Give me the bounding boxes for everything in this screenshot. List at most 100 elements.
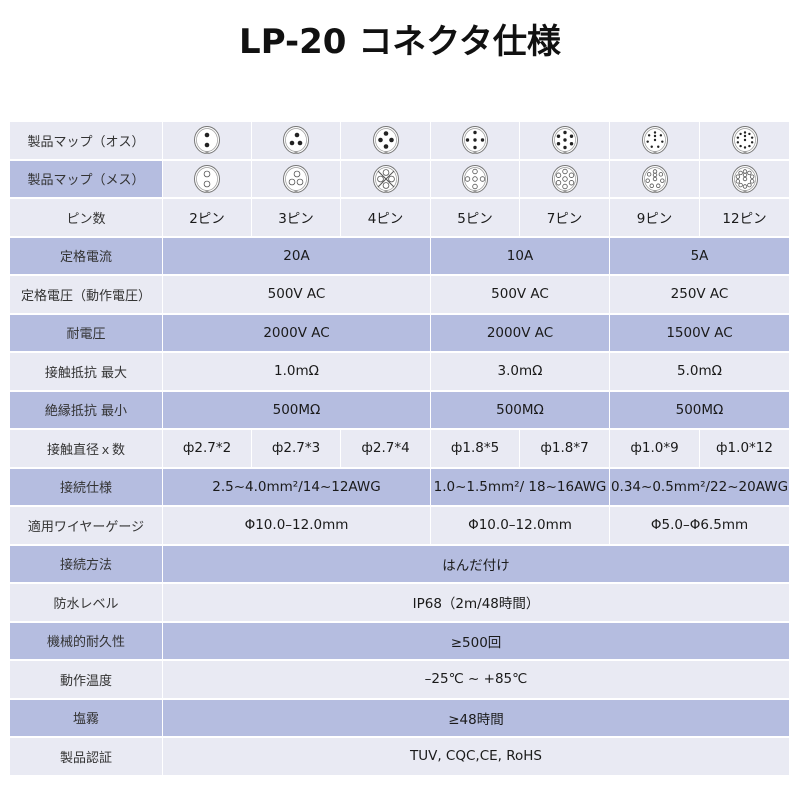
spec-value-cell: Φ5.0–Φ6.5mm <box>610 507 790 546</box>
spec-value-cell: 7ピン <box>520 199 610 238</box>
pin-dot <box>743 146 746 149</box>
pin-dot <box>473 138 477 142</box>
male-map-cell <box>341 122 431 161</box>
spec-value-cell: 5A <box>610 237 790 276</box>
spec-value-cell: 500V AC <box>163 276 431 315</box>
spec-value-cell: 2ピン <box>163 199 252 238</box>
spec-value-cell: 2000V AC <box>431 314 610 353</box>
pin-dot <box>653 131 656 134</box>
pin-dot <box>750 136 753 140</box>
spec-value-cell: ф1.0*9 <box>610 430 700 469</box>
row-label: 製品マップ（オス） <box>10 122 163 161</box>
pin-socket <box>652 176 657 181</box>
pin-dot <box>747 145 751 148</box>
spec-value-cell: 1.0~1.5mm²/ 18~16AWG <box>431 468 610 507</box>
pin-dot <box>659 134 662 137</box>
female-map-cell <box>520 160 610 199</box>
spec-value-cell: ф1.8*5 <box>431 430 520 469</box>
spec-value-cell: ф2.7*3 <box>252 430 341 469</box>
pin-socket <box>652 169 657 174</box>
female-map-cell <box>341 160 431 199</box>
spec-value-cell: 3ピン <box>252 199 341 238</box>
row-label: 接触直径ｘ数 <box>10 430 163 469</box>
row-label: 耐電圧 <box>10 314 163 353</box>
pin-socket <box>658 171 663 177</box>
pin-dot <box>569 134 573 139</box>
pin-socket <box>735 174 740 179</box>
spec-value-cell: ≥48時間 <box>163 699 790 738</box>
spec-value-cell: 500MΩ <box>163 391 431 430</box>
pin-socket <box>472 168 478 174</box>
spec-value-cell: 9ピン <box>610 199 700 238</box>
pin-socket <box>376 175 384 183</box>
pin-socket <box>382 181 389 189</box>
male-connector-4pin-icon <box>372 126 399 155</box>
spec-value-cell: Φ10.0–12.0mm <box>431 507 610 546</box>
pin-dot <box>562 146 567 150</box>
pin-socket <box>568 172 574 178</box>
pin-dot <box>465 138 470 142</box>
pin-socket <box>387 175 395 183</box>
male-map-cell <box>163 122 252 161</box>
row-label: 防水レベル <box>10 584 163 623</box>
spec-value-cell: はんだ付け <box>163 545 790 584</box>
row-label: 適用ワイヤーゲージ <box>10 507 163 546</box>
row-label: 動作温度 <box>10 661 163 700</box>
pin-dot <box>289 140 295 146</box>
male-connector-12pin-icon <box>731 126 758 155</box>
pin-dot <box>743 135 746 138</box>
pin-socket <box>288 178 296 186</box>
pin-socket <box>746 170 752 175</box>
pin-socket <box>555 172 561 178</box>
pin-socket <box>479 176 486 182</box>
spec-value-cell: 10A <box>431 237 610 276</box>
spec-value-cell: IP68（2m/48時間） <box>163 584 790 623</box>
pin-socket <box>746 182 752 188</box>
female-map-cell <box>700 160 790 199</box>
pin-dot <box>743 139 746 142</box>
spec-value-cell: 4ピン <box>341 199 431 238</box>
spec-value-cell: 500V AC <box>431 276 610 315</box>
row-label: 製品認証 <box>10 738 163 777</box>
female-connector-2pin-icon <box>194 164 220 193</box>
spec-value-cell: ≥500回 <box>163 622 790 661</box>
pin-dot <box>747 132 751 136</box>
spec-value-cell: Φ10.0–12.0mm <box>163 507 431 546</box>
spec-value-cell: 500MΩ <box>610 391 790 430</box>
pin-socket <box>749 174 754 179</box>
pin-socket <box>296 178 304 186</box>
row-label: 定格電流 <box>10 237 163 276</box>
pin-socket <box>561 168 568 174</box>
pin-socket <box>472 183 478 189</box>
pin-dot <box>660 140 664 144</box>
pin-dot <box>738 145 742 148</box>
spec-value-cell: 1.0mΩ <box>163 353 431 392</box>
spec-table: 製品マップ（オス） 製品マップ（メス） ピン数 2ピン 3ピン 4ピン 5ピン 7ピン 9ピン 1… <box>10 122 790 777</box>
pin-socket <box>561 183 568 189</box>
pin-socket <box>742 176 747 181</box>
female-connector-5pin-icon <box>462 164 488 193</box>
pin-socket <box>737 182 743 188</box>
male-map-cell <box>252 122 341 161</box>
pin-dot <box>569 142 573 146</box>
pin-socket <box>646 171 651 177</box>
pin-socket <box>652 172 657 177</box>
pin-socket <box>749 178 754 184</box>
female-connector-7pin-icon <box>551 164 578 193</box>
page-title: LP-20 コネクタ仕様 <box>239 22 561 62</box>
pin-socket <box>659 178 665 183</box>
pin-socket <box>464 176 471 182</box>
female-map-cell <box>252 160 341 199</box>
spec-value-cell: 5.0mΩ <box>610 353 790 392</box>
spec-value-cell: TUV, CQC,CE, RoHS <box>163 738 790 777</box>
male-map-cell <box>700 122 790 161</box>
pin-socket <box>737 170 743 175</box>
pin-socket <box>293 170 301 178</box>
pin-dot <box>204 142 210 148</box>
pin-socket <box>644 178 650 183</box>
pin-dot <box>294 132 300 138</box>
pin-socket <box>203 180 211 188</box>
spec-value-cell: 2.5~4.0mm²/14~12AWG <box>163 468 431 507</box>
pin-dot <box>388 137 394 143</box>
spec-value-cell: 3.0mΩ <box>431 353 610 392</box>
